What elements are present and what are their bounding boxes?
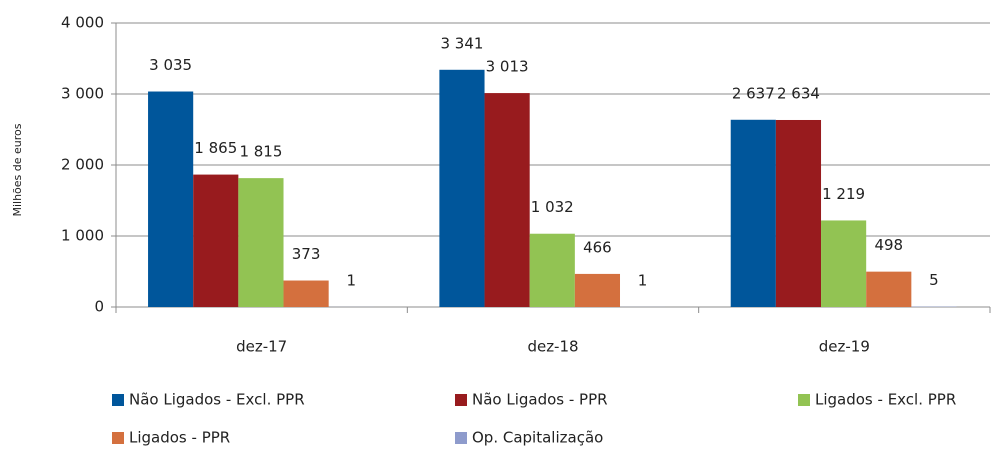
legend-swatch: [455, 394, 467, 406]
value-label: 1 865: [194, 139, 237, 157]
value-label: 466: [583, 238, 612, 256]
y-tick-label: 2 000: [61, 156, 104, 174]
legend-label: Ligados - Excl. PPR: [815, 391, 956, 409]
y-tick-label: 4 000: [61, 14, 104, 32]
value-label: 1 032: [531, 198, 574, 216]
bar: [730, 119, 776, 307]
legend-swatch: [798, 394, 810, 406]
y-tick-label: 0: [94, 298, 104, 316]
value-label: 3 035: [149, 56, 192, 74]
x-tick-label: dez-19: [819, 338, 870, 356]
bar: [821, 220, 867, 307]
legend-swatch: [455, 432, 467, 444]
value-label: 3 013: [486, 58, 529, 76]
x-tick-label: dez-17: [236, 338, 287, 356]
bar: [484, 93, 530, 308]
bar: [439, 69, 485, 307]
bar: [529, 233, 575, 307]
x-tick-label: dez-18: [527, 338, 578, 356]
y-axis-label: Milhões de euros: [11, 123, 24, 216]
value-label: 373: [292, 245, 321, 263]
value-label: 1 815: [239, 143, 282, 161]
value-label: 1 219: [822, 185, 865, 203]
bar: [148, 91, 194, 307]
value-label: 1: [346, 271, 356, 289]
bar: [193, 174, 239, 307]
legend-swatch: [112, 432, 124, 444]
value-label: 5: [929, 271, 939, 289]
legend-label: Op. Capitalização: [472, 429, 603, 447]
legend-swatch: [112, 394, 124, 406]
bar: [574, 273, 621, 307]
legend-label: Não Ligados - PPR: [472, 391, 608, 409]
y-tick-label: 3 000: [61, 85, 104, 103]
value-label: 3 341: [440, 34, 483, 52]
value-label: 1: [638, 271, 648, 289]
bar: [283, 280, 329, 307]
y-tick-label: 1 000: [61, 227, 104, 245]
bar: [866, 271, 912, 307]
legend-label: Não Ligados - Excl. PPR: [129, 391, 305, 409]
value-label: 2 637: [732, 84, 775, 102]
value-label: 2 634: [777, 84, 820, 102]
bar: [238, 178, 284, 307]
bar: [775, 119, 822, 308]
legend-label: Ligados - PPR: [129, 429, 230, 447]
value-label: 498: [874, 236, 903, 254]
